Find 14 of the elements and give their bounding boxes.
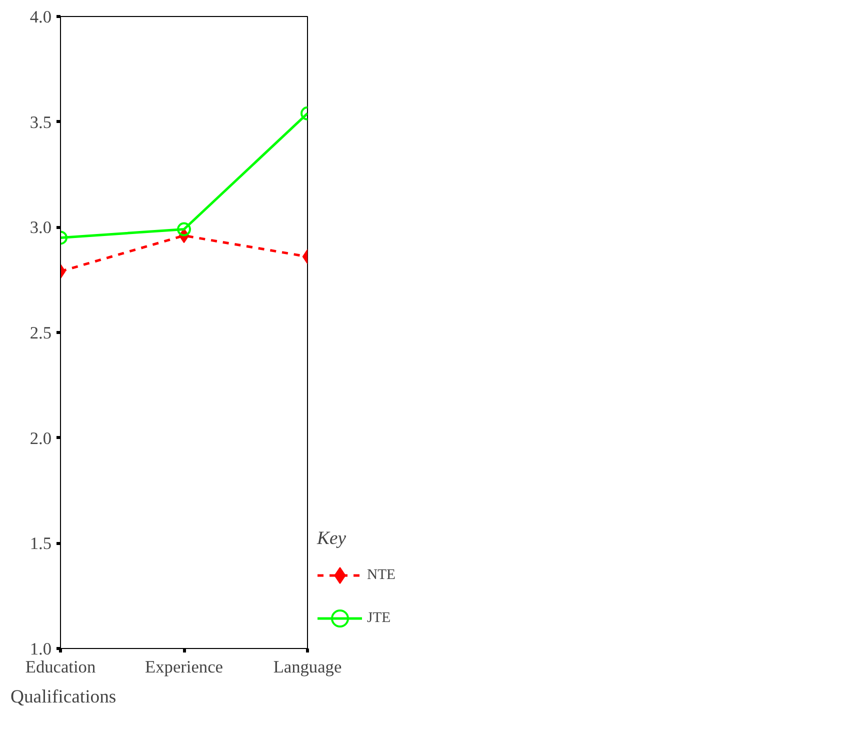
y-tick-label: 3.0 xyxy=(30,218,52,238)
x-tick-label: Education xyxy=(25,658,96,676)
x-tick-label: Experience xyxy=(145,658,224,676)
y-tick-label: 1.5 xyxy=(30,534,52,554)
y-tick-label: 2.0 xyxy=(30,428,52,448)
legend-title: Key xyxy=(317,528,348,550)
y-tick-label: 4.0 xyxy=(30,8,52,26)
legend-label: JTE xyxy=(367,610,391,626)
y-tick-label: 1.0 xyxy=(30,640,52,658)
y-tick-label: 2.5 xyxy=(30,324,52,342)
legend-label: NTE xyxy=(367,566,396,584)
x-axis-title: Qualifications xyxy=(10,686,116,708)
x-tick-label: Language xyxy=(273,658,342,676)
y-tick-label: 3.5 xyxy=(30,112,52,132)
